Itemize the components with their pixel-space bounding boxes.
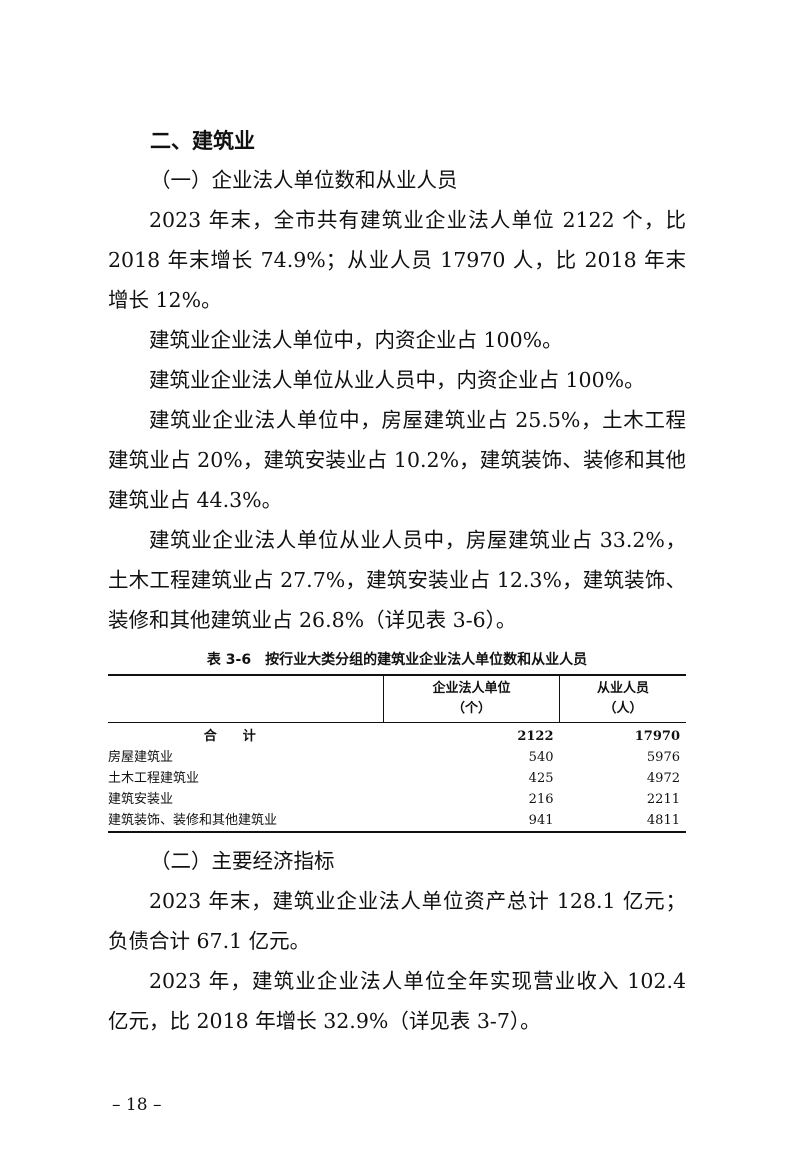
row-label: 建筑安装业	[108, 792, 174, 807]
header-units: 企业法人单位 （个）	[383, 675, 560, 723]
cell-employees: 5976	[646, 750, 680, 765]
row-label: 房屋建筑业	[108, 750, 174, 765]
subsection-title-1: （一）企业法人单位数和从业人员	[150, 168, 458, 192]
section2-body: 2023 年末，建筑业企业法人单位资产总计 128.1 亿元；负债合计 67.1…	[108, 881, 686, 1041]
header-blank	[108, 675, 384, 723]
header-employees-unit: （人）	[603, 701, 643, 716]
cell-employees: 4811	[646, 813, 680, 828]
paragraph: 建筑业企业法人单位从业人员中，房屋建筑业占 33.2%，土木工程建筑业占 27.…	[108, 528, 686, 632]
header-units-label: 企业法人单位	[432, 681, 511, 696]
row-label: 合计	[203, 729, 282, 744]
cell-employees: 2211	[646, 792, 680, 807]
header-employees: 从业人员 （人）	[559, 675, 686, 723]
table-row: 建筑安装业 216 2211	[108, 789, 686, 810]
table-row: 房屋建筑业 540 5976	[108, 747, 686, 768]
cell-units: 425	[528, 771, 554, 786]
paragraph: 2023 年，建筑业企业法人单位全年实现营业收入 102.4 亿元，比 2018…	[108, 969, 686, 1033]
cell-units: 216	[528, 792, 554, 807]
paragraph: 建筑业企业法人单位从业人员中，内资企业占 100%。	[149, 368, 645, 392]
header-employees-label: 从业人员	[596, 681, 649, 696]
cell-units: 941	[528, 813, 554, 828]
page-number: – 18 –	[112, 1095, 162, 1115]
table-header-row: 企业法人单位 （个） 从业人员 （人）	[108, 675, 686, 723]
section1-body: 2023 年末，全市共有建筑业企业法人单位 2122 个，比 2018 年末增长…	[108, 200, 686, 640]
paragraph: 2023 年末，建筑业企业法人单位资产总计 128.1 亿元；负债合计 67.1…	[108, 889, 686, 953]
cell-units: 540	[528, 750, 554, 765]
table-row: 建筑装饰、装修和其他建筑业 941 4811	[108, 810, 686, 832]
subsection-title-2: （二）主要经济指标	[150, 849, 335, 873]
table-caption: 表 3-6 按行业大类分组的建筑业企业法人单位数和从业人员	[206, 652, 588, 668]
section-heading: 二、建筑业	[150, 129, 255, 153]
table-row: 土木工程建筑业 425 4972	[108, 768, 686, 789]
cell-employees: 17970	[634, 729, 680, 744]
paragraph: 2023 年末，全市共有建筑业企业法人单位 2122 个，比 2018 年末增长…	[108, 208, 686, 312]
header-units-unit: （个）	[451, 701, 491, 716]
paragraph: 建筑业企业法人单位中，房屋建筑业占 25.5%，土木工程建筑业占 20%，建筑安…	[108, 408, 686, 512]
cell-employees: 4972	[646, 771, 680, 786]
row-label: 土木工程建筑业	[108, 771, 200, 786]
cell-units: 2122	[517, 729, 554, 744]
table-row-total: 合计 2122 17970	[108, 723, 686, 748]
paragraph: 建筑业企业法人单位中，内资企业占 100%。	[149, 328, 563, 352]
data-table: 企业法人单位 （个） 从业人员 （人） 合计 2122 17970 房屋建筑业 54…	[108, 674, 686, 833]
row-label: 建筑装饰、装修和其他建筑业	[108, 813, 278, 828]
